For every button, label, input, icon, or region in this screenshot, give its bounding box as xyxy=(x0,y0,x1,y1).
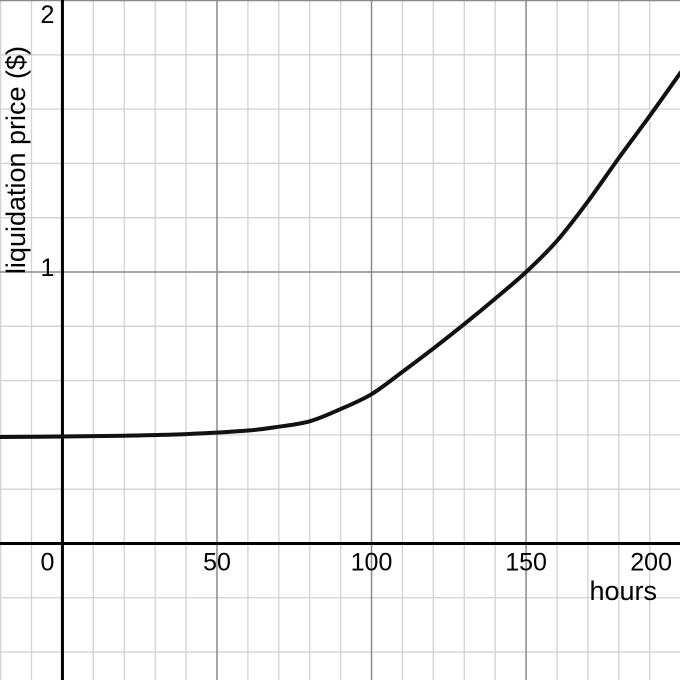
y-axis-title: liquidation price ($) xyxy=(1,46,31,274)
x-tick-label: 50 xyxy=(203,548,231,576)
x-tick-label: 0 xyxy=(41,548,55,576)
x-tick-label: 150 xyxy=(505,548,547,576)
curve-liquidation-price xyxy=(0,70,680,439)
y-tick-label: 2 xyxy=(41,1,55,29)
x-axis-title: hours xyxy=(589,576,657,606)
y-tick-label: 1 xyxy=(41,254,55,282)
x-tick-label: 100 xyxy=(351,548,393,576)
x-tick-label: 200 xyxy=(630,548,672,576)
tick-labels: 0 50 100 150 200 1 2 xyxy=(41,1,672,576)
